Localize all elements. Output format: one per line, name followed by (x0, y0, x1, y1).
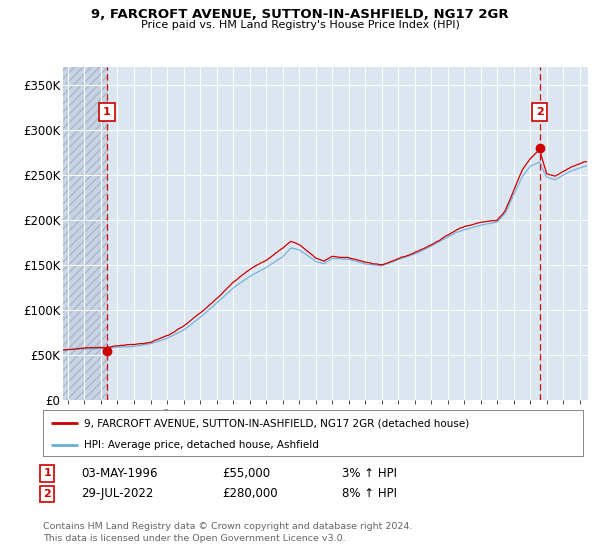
Text: Price paid vs. HM Land Registry's House Price Index (HPI): Price paid vs. HM Land Registry's House … (140, 20, 460, 30)
Text: £280,000: £280,000 (222, 487, 278, 501)
Text: Contains HM Land Registry data © Crown copyright and database right 2024.
This d: Contains HM Land Registry data © Crown c… (43, 522, 413, 543)
Text: £55,000: £55,000 (222, 466, 270, 480)
Text: 1: 1 (43, 468, 51, 478)
Text: 1: 1 (103, 107, 110, 117)
Bar (63, 67, 107, 400)
Text: 9, FARCROFT AVENUE, SUTTON-IN-ASHFIELD, NG17 2GR (detached house): 9, FARCROFT AVENUE, SUTTON-IN-ASHFIELD, … (83, 418, 469, 428)
Text: 2: 2 (536, 107, 544, 117)
Text: 03-MAY-1996: 03-MAY-1996 (81, 466, 157, 480)
Text: 29-JUL-2022: 29-JUL-2022 (81, 487, 154, 501)
Text: 2: 2 (43, 489, 51, 499)
Bar (63, 67, 107, 400)
Text: 3% ↑ HPI: 3% ↑ HPI (342, 466, 397, 480)
Text: HPI: Average price, detached house, Ashfield: HPI: Average price, detached house, Ashf… (83, 440, 319, 450)
Text: 9, FARCROFT AVENUE, SUTTON-IN-ASHFIELD, NG17 2GR: 9, FARCROFT AVENUE, SUTTON-IN-ASHFIELD, … (91, 8, 509, 21)
Text: 8% ↑ HPI: 8% ↑ HPI (342, 487, 397, 501)
